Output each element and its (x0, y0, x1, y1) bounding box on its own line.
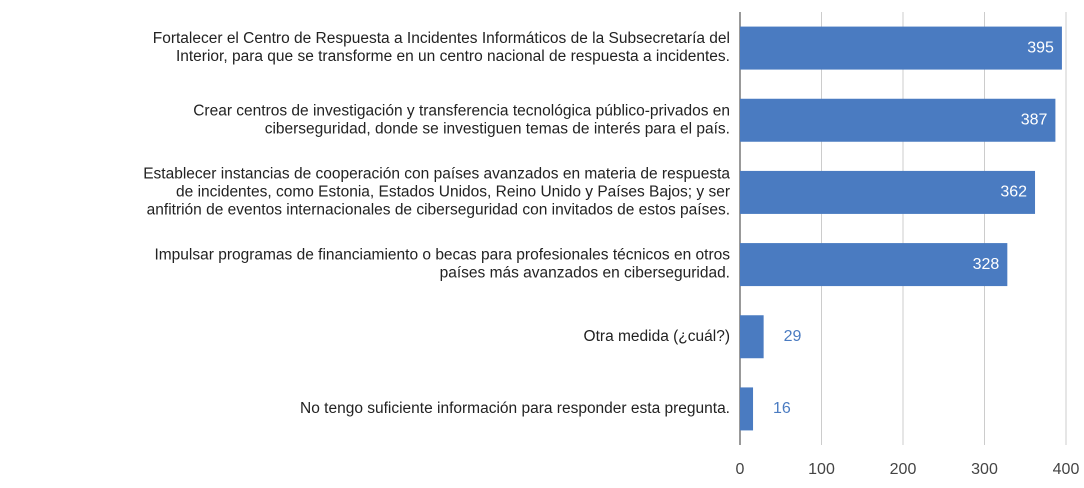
bar (740, 98, 1056, 142)
value-label: 328 (973, 256, 1000, 273)
x-tick-label: 0 (736, 461, 745, 478)
value-label: 16 (773, 400, 791, 417)
bar (740, 170, 1036, 214)
category-label: Impulsar programas de financiamiento o b… (154, 247, 730, 264)
category-label: países más avanzados en ciberseguridad. (440, 265, 730, 282)
category-label: Establecer instancias de cooperación con… (143, 166, 730, 183)
x-tick-label: 400 (1053, 461, 1080, 478)
x-tick-label: 300 (971, 461, 998, 478)
x-tick-label: 100 (808, 461, 835, 478)
value-label: 29 (784, 328, 802, 345)
x-tick-label: 200 (890, 461, 917, 478)
category-label: No tengo suficiente información para res… (300, 400, 730, 417)
category-label: ciberseguridad, donde se investiguen tem… (265, 120, 730, 137)
category-label: Crear centros de investigación y transfe… (193, 102, 730, 119)
category-label: Interior, para que se transforme en un c… (176, 48, 730, 65)
category-label: anfitrión de eventos internacionales de … (147, 202, 730, 219)
category-label: Otra medida (¿cuál?) (584, 328, 730, 345)
value-label: 395 (1027, 39, 1054, 56)
category-label: Fortalecer el Centro de Respuesta a Inci… (153, 30, 730, 47)
bar (740, 315, 764, 359)
bar (740, 243, 1008, 287)
value-label: 362 (1000, 184, 1027, 201)
bar (740, 387, 754, 431)
category-label: de incidentes, como Estonia, Estados Uni… (176, 184, 730, 201)
bar (740, 26, 1062, 70)
value-label: 387 (1021, 111, 1048, 128)
